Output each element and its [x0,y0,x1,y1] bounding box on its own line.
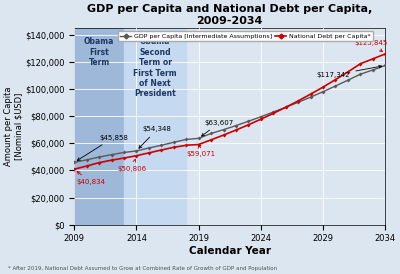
X-axis label: Calendar Year: Calendar Year [189,246,271,256]
Y-axis label: Amount per Capita
[Nominal $USD]: Amount per Capita [Nominal $USD] [4,87,24,166]
Text: $54,348: $54,348 [139,126,172,148]
Text: $40,834: $40,834 [77,172,106,185]
Title: GDP per Capita and National Debt per Capita,
2009-2034: GDP per Capita and National Debt per Cap… [87,4,372,26]
Text: $125,845: $125,845 [354,39,388,52]
Text: $59,071: $59,071 [186,145,215,157]
Text: $63,607: $63,607 [202,120,234,136]
Text: * After 2019, National Debt Assumed to Grow at Combined Rate of Growth of GDP an: * After 2019, National Debt Assumed to G… [8,266,277,271]
Text: Obama
First
Term: Obama First Term [84,38,114,67]
Text: Obama
Second
Term or
First Term
of Next
President: Obama Second Term or First Term of Next … [133,38,177,98]
Text: $117,342: $117,342 [317,65,382,78]
Text: $45,858: $45,858 [77,135,128,161]
Bar [124,28,186,225]
Text: $50,806: $50,806 [118,159,147,172]
Legend: GDP per Capita [Intermediate Assumptions], National Debt per Capita*: GDP per Capita [Intermediate Assumptions… [118,31,373,41]
Bar [74,28,124,225]
